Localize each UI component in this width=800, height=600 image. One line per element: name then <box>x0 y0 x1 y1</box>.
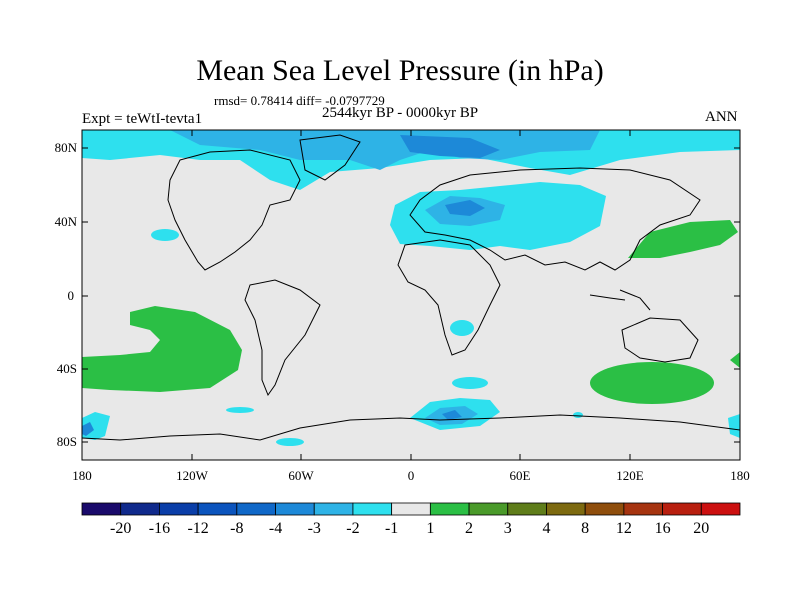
neg-anomaly-amundsen <box>226 407 254 413</box>
colorbar-label: -4 <box>269 520 282 537</box>
season-label: ANN <box>705 109 738 125</box>
coast-indonesia <box>589 289 651 311</box>
map-background <box>82 130 740 460</box>
lon-label: 60E <box>510 468 531 483</box>
coast-australia <box>621 317 699 363</box>
colorbar-swatch <box>468 502 509 516</box>
lat-label: 0 <box>68 288 75 303</box>
axis-ticks <box>81 130 741 460</box>
period-label: 2544kyr BP - 0000kyr BP <box>322 105 479 121</box>
colorbar-swatch <box>120 502 160 516</box>
pos-anomaly-east-edge <box>730 352 740 368</box>
lat-label: 80N <box>55 140 78 155</box>
colorbar-swatch <box>313 502 354 516</box>
neg-anomaly-southern-ocean <box>452 377 488 389</box>
neg-anomaly-europe-dark <box>445 200 485 216</box>
colorbar-swatch <box>623 502 663 516</box>
pos-anomaly-south-pacific <box>82 306 242 392</box>
neg-anomaly-arctic-core <box>170 130 600 170</box>
lon-label: 60W <box>288 468 314 483</box>
pos-anomaly-indian-ocean <box>590 362 714 404</box>
anomaly-fields <box>82 130 740 446</box>
colorbar-swatch <box>159 502 199 516</box>
colorbar-swatch <box>662 502 702 516</box>
colorbar-label: 16 <box>655 520 671 537</box>
colorbar-label: -2 <box>346 520 359 537</box>
colorbar-swatch <box>584 502 625 516</box>
stats-line: rmsd= 0.78414 diff= -0.0797729 <box>214 93 385 108</box>
neg-anomaly-sw-edge-core <box>82 422 94 436</box>
neg-anomaly-africa-patch <box>450 320 474 336</box>
colorbar-label: 1 <box>426 520 434 537</box>
colorbar-swatch <box>236 502 276 516</box>
colorbar-label: -8 <box>230 520 243 537</box>
coastlines <box>82 134 740 441</box>
colorbar-label: -20 <box>110 520 131 537</box>
colorbar-label: 3 <box>504 520 512 537</box>
colorbar-swatch <box>546 502 586 516</box>
neg-anomaly-arctic-dark <box>400 135 500 158</box>
colorbar-label: 4 <box>542 520 550 537</box>
lon-label: 0 <box>408 468 415 483</box>
colorbar-swatch <box>507 502 547 516</box>
coast-greenland <box>299 134 361 181</box>
neg-anomaly-ross <box>276 438 304 446</box>
coast-eurasia <box>409 167 701 271</box>
lon-label: 180 <box>72 468 92 483</box>
lon-label: 120W <box>176 468 209 483</box>
neg-anomaly-indian-small <box>573 412 583 418</box>
coast-antarctica <box>82 414 740 441</box>
colorbar: -20 -16 -12 -8 -4 -3 -2 -1 1 2 3 4 8 12 16 20 <box>81 502 741 537</box>
lon-label: 180 <box>730 468 750 483</box>
colorbar-swatch <box>700 502 741 516</box>
colorbar-swatch <box>352 502 393 516</box>
neg-anomaly-atlantic-patch <box>151 229 179 241</box>
lat-label: 80S <box>57 434 77 449</box>
colorbar-label: -16 <box>149 520 170 537</box>
colorbar-label: -12 <box>187 520 208 537</box>
neg-anomaly-south-atlantic-dark <box>442 410 462 420</box>
colorbar-label: 8 <box>581 520 589 537</box>
pos-anomaly-nw-pacific <box>628 220 738 258</box>
coast-north-america <box>167 149 301 271</box>
colorbar-swatch <box>391 502 431 516</box>
coast-africa <box>397 239 501 356</box>
colorbar-label: 2 <box>465 520 473 537</box>
colorbar-label: -3 <box>308 520 321 537</box>
chart-title: Mean Sea Level Pressure (in hPa) <box>196 54 604 87</box>
colorbar-swatch <box>197 502 238 516</box>
colorbar-label: -1 <box>385 520 398 537</box>
lat-label: 40N <box>55 214 78 229</box>
colorbar-swatch <box>81 502 122 516</box>
colorbar-label: 12 <box>616 520 632 537</box>
experiment-label: Expt = teWtI-tevta1 <box>82 111 203 127</box>
colorbar-swatch <box>275 502 315 516</box>
neg-anomaly-se-edge <box>728 414 740 438</box>
coast-south-america <box>244 279 321 397</box>
colorbar-swatch <box>429 502 470 516</box>
lat-label: 40S <box>57 361 77 376</box>
lon-label: 120E <box>616 468 644 483</box>
colorbar-label: 20 <box>693 520 709 537</box>
